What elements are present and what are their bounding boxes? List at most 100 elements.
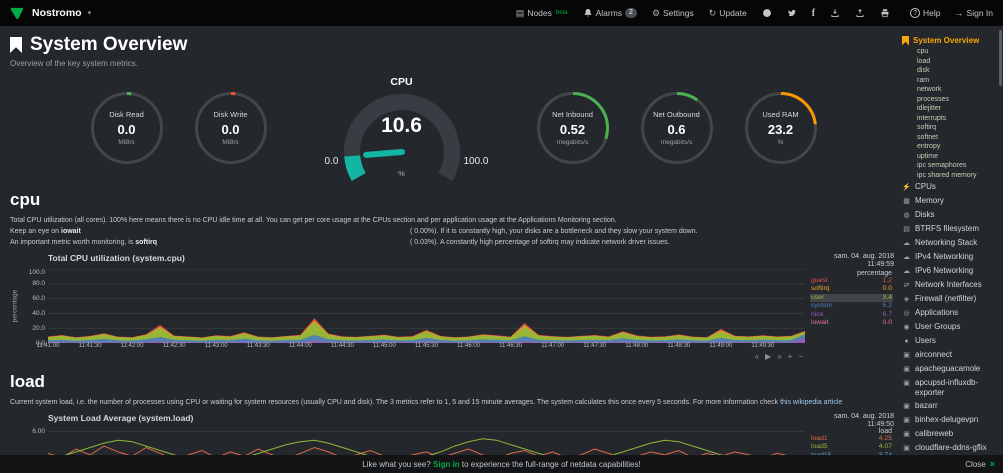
sidebar-item-applications[interactable]: ◎ Applications — [903, 307, 959, 317]
gauge-title: Net Outbound — [653, 110, 700, 119]
play-icon[interactable]: ▶ — [765, 352, 772, 361]
export-button[interactable] — [855, 8, 865, 18]
topbar: Nostromo ▾ ▤ Nodes beta Alarms 2 ⚙ Setti… — [0, 0, 1003, 26]
gauge-title: Disk Read — [109, 110, 144, 119]
disk-read-arc — [90, 92, 163, 164]
legend-item-guest[interactable]: guest 1.2 — [811, 277, 892, 284]
cpu-gauge-arc — [343, 94, 460, 181]
zoom-out-icon[interactable]: − — [798, 352, 803, 361]
cube-icon: ▣ — [903, 379, 910, 387]
legend-item-system[interactable]: system 5.2 — [811, 302, 892, 310]
update-button[interactable]: ↻ Update — [709, 8, 747, 19]
sidebar-subitem-cpu[interactable]: cpu — [917, 48, 929, 55]
github-button[interactable] — [762, 8, 772, 18]
help-button[interactable]: ? Help — [910, 8, 941, 18]
netdata-logo[interactable] — [10, 6, 25, 21]
legend-item-load1[interactable]: load1 4.25 — [811, 435, 892, 442]
github-icon — [762, 9, 771, 17]
legend-item-softirq[interactable]: softirq 0.0 — [811, 285, 892, 293]
load-chart-canvas[interactable] — [48, 427, 805, 455]
sidebar-subitem-softnet[interactable]: softnet — [917, 133, 939, 141]
sidebar-item-calibreweb[interactable]: ▣ calibreweb — [903, 428, 954, 438]
footer-signin-link[interactable]: Sign in — [433, 459, 460, 469]
footer-close-button[interactable]: Close × — [965, 459, 995, 469]
sidebar-item-ipv4-networking[interactable]: ☁ IPv4 Networking — [903, 251, 974, 261]
signin-button[interactable]: → Sign In — [955, 8, 993, 18]
node-name[interactable]: Nostromo — [32, 7, 82, 19]
pan-forward-icon[interactable]: » — [777, 352, 782, 361]
legend-item-iowait[interactable]: iowait 0.0 — [811, 319, 892, 327]
sidebar-subitem-processes[interactable]: processes — [917, 95, 949, 103]
gauges-row: Disk Read 0.0 MiB/s Disk Write 0.0 MiB/s — [10, 76, 897, 181]
gauge-min: 0.0 — [324, 156, 339, 167]
sidebar-item-users[interactable]: ● Users — [902, 334, 1001, 348]
refresh-icon: ↻ — [708, 7, 717, 18]
x-axis-tick: 11:46:30 — [499, 343, 523, 349]
cpu-chart-canvas[interactable] — [48, 269, 805, 343]
sidebar-item-user-groups[interactable]: ◉ User Groups — [903, 321, 961, 331]
sidebar-item-bazarr[interactable]: ▣ bazarr — [903, 400, 938, 410]
gauge-cpu[interactable]: CPU 10.6 0.0 100.0 % — [307, 76, 497, 181]
sidebar-subitem-entropy[interactable]: entropy — [917, 143, 941, 150]
legend-item-load15[interactable]: load153.74 — [810, 452, 893, 455]
sidebar-item-btrfs-filesystem[interactable]: ▤ BTRFS filesystem — [903, 223, 980, 233]
sidebar-subitem-network[interactable]: network — [917, 86, 942, 93]
sidebar-item-cpus[interactable]: ⚡ CPUs — [902, 181, 936, 191]
wikipedia-link[interactable]: this wikipedia article — [780, 399, 843, 406]
sidebar-item-binhex-delugevpn[interactable]: ▣ binhex-delugevpn — [903, 414, 979, 424]
sidebar-item-ipv6-networking[interactable]: ☁ IPv6 Networking — [903, 265, 974, 275]
sidebar-item-network-interfaces[interactable]: ⇄ Network Interfaces — [903, 279, 982, 289]
sidebar-item-apacheguacamole[interactable]: ▣ apacheguacamole — [903, 363, 981, 373]
legend-item-user[interactable]: user 3.4 — [810, 293, 893, 303]
gauge-disk-read[interactable]: Disk Read 0.0 MiB/s — [89, 90, 165, 166]
gauge-value: 0.0 — [117, 122, 136, 137]
gauge-net-inbound[interactable]: Net Inbound 0.52 megabits/s — [535, 90, 611, 166]
import-button[interactable] — [830, 8, 840, 18]
sidebar-subitem-interrupts[interactable]: interrupts — [917, 114, 947, 122]
sidebar-subitem-idlejitter[interactable]: idlejitter — [917, 105, 942, 112]
facebook-button[interactable]: f — [812, 8, 815, 19]
alarms-button[interactable]: Alarms 2 — [583, 8, 637, 18]
sidebar-subitem-load[interactable]: load — [917, 57, 931, 65]
sidebar-menu: System Overview cpu load disk ram network proc… — [902, 34, 1001, 455]
sidebar-item-memory[interactable]: ▦ Memory — [903, 195, 944, 205]
help-icon: ? — [910, 8, 921, 18]
sidebar-item-cloudflare-ddns-gflix[interactable]: ▣ cloudflare-ddns-gflix — [903, 442, 987, 452]
pan-backward-icon[interactable]: « — [754, 352, 760, 361]
cpu-desc-line2: Keep an eye on iowait( 0.00%). If it is … — [10, 228, 698, 235]
bookmark-icon — [10, 37, 22, 53]
gauge-disk-write[interactable]: Disk Write 0.0 MiB/s — [193, 90, 269, 166]
cpu-chart-yaxis: 100.0 80.0 60.0 40.0 20.0 0.0 — [20, 269, 48, 347]
sidebar-item-airconnect[interactable]: ▣ airconnect — [903, 349, 952, 359]
gauge-net-outbound[interactable]: Net Outbound 0.6 megabits/s — [639, 90, 715, 166]
gauge-title: Used RAM — [762, 110, 799, 119]
twitter-button[interactable] — [787, 8, 797, 18]
gauge-value: 10.6 — [381, 114, 422, 137]
print-button[interactable] — [880, 8, 890, 18]
sidebar-item-apcupsd-influxdb-exporter[interactable]: ▣ apcupsd-influxdb-exporter — [903, 377, 979, 397]
gauge-title: CPU — [390, 76, 413, 88]
zoom-in-icon[interactable]: + — [787, 352, 793, 361]
beta-badge: beta — [555, 10, 568, 16]
nodes-button[interactable]: ▤ Nodes beta — [516, 8, 568, 19]
gauge-used-ram[interactable]: Used RAM 23.2 % — [743, 90, 819, 166]
bookmark-icon — [902, 35, 909, 46]
sidebar-subitem-uptime[interactable]: uptime — [917, 152, 939, 160]
legend-item-load5[interactable]: load5 4.07 — [811, 443, 892, 451]
sidebar-item-disks[interactable]: ◍ Disks — [903, 209, 935, 219]
sidebar-item-networking-stack[interactable]: ☁ Networking Stack — [903, 237, 978, 247]
sidebar-subitem-ipc-shared-memory[interactable]: ipc shared memory — [917, 171, 977, 179]
signin-label: Sign In — [966, 8, 993, 18]
settings-button[interactable]: ⚙ Settings — [652, 8, 694, 19]
legend-item-nice[interactable]: nice 6.7 — [811, 310, 892, 318]
chevron-down-icon: ▾ — [87, 10, 92, 17]
sidebar-item-system-overview[interactable]: System Overview — [902, 34, 1001, 47]
sidebar-subitem-softirq[interactable]: softirq — [917, 124, 937, 131]
sidebar-subitem-ipc-semaphores[interactable]: ipc semaphores — [917, 162, 967, 169]
sidebar-scrollbar[interactable] — [999, 30, 1002, 86]
sidebar-subitem-ram[interactable]: ram — [917, 76, 930, 84]
gauge-max: 100.0 — [463, 156, 489, 167]
sidebar-subitem-disk[interactable]: disk — [917, 67, 930, 74]
sidebar-item-firewall-netfilter[interactable]: ◈ Firewall (netfilter) — [903, 293, 977, 303]
